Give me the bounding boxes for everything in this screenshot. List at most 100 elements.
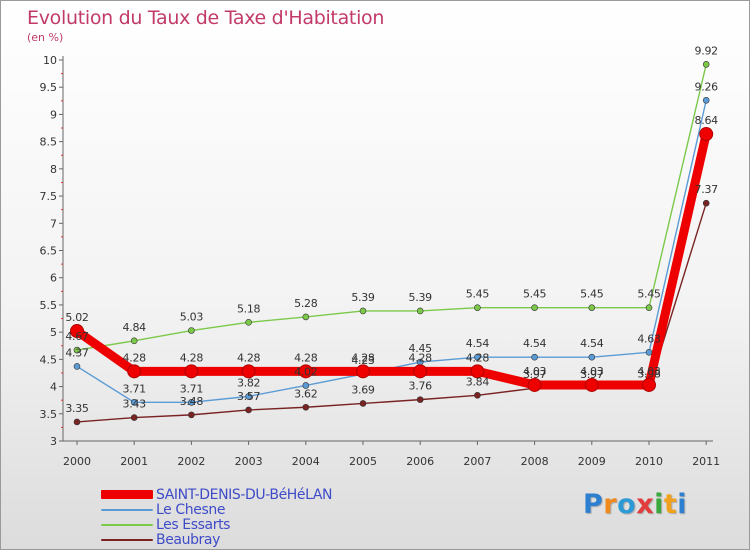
- data-point: [73, 363, 81, 370]
- legend-item-les-essarts: Les Essarts: [101, 517, 332, 533]
- y-tick-label: 3.5: [40, 408, 58, 421]
- data-point: [298, 364, 313, 379]
- data-point: [699, 127, 714, 142]
- data-label: 4.28: [351, 351, 375, 364]
- data-point: [73, 346, 81, 354]
- y-tick-label: 6: [50, 272, 57, 285]
- data-point: [702, 96, 710, 104]
- legend-label-beaubray: Beaubray: [156, 531, 220, 548]
- x-tick-label: 2004: [292, 455, 320, 468]
- data-point: [702, 199, 710, 207]
- x-tick-label: 2010: [635, 455, 663, 468]
- y-tick-label: 5: [50, 326, 57, 339]
- y-tick-label: 6.5: [40, 245, 58, 258]
- y-tick-label: 5.5: [40, 299, 58, 312]
- y-tick-label: 9: [50, 108, 57, 121]
- series-line-2: [76, 63, 707, 351]
- series-line-1: [76, 99, 707, 404]
- y-tick-label: 8.5: [40, 136, 58, 149]
- y-tick-label: 7: [50, 217, 57, 230]
- data-point: [588, 353, 596, 361]
- data-label: 5.45: [580, 288, 604, 301]
- legend-item-le-chesne: Le Chesne: [101, 501, 332, 518]
- y-tick-label: 9.5: [40, 81, 58, 94]
- x-tick-label: 2005: [349, 455, 377, 468]
- data-point: [70, 324, 84, 339]
- data-label: 4.02: [294, 365, 317, 378]
- data-label: 5.03: [180, 311, 204, 324]
- y-tick-label: 4.5: [40, 353, 58, 366]
- data-point: [302, 382, 310, 389]
- x-tick-label: 2001: [120, 455, 148, 468]
- data-label: 5.02: [65, 311, 88, 324]
- legend-swatch-le-chesne: [101, 508, 153, 511]
- data-label: 3.97: [523, 368, 547, 381]
- data-label: 4.63: [637, 332, 661, 345]
- y-tick-label: 4: [50, 381, 57, 394]
- data-label: 3.97: [580, 368, 604, 381]
- proxiti-logo: Proxiti: [583, 489, 688, 520]
- data-label: 4.23: [351, 354, 375, 367]
- data-label: 4.28: [237, 351, 261, 364]
- data-point: [302, 313, 310, 321]
- x-tick-label: 2008: [521, 455, 549, 468]
- x-tick-label: 2000: [63, 455, 91, 468]
- data-label: 3.35: [65, 402, 89, 415]
- legend-label-saint-denis: SAINT-DENIS-DU-BéHéLAN: [156, 486, 333, 503]
- data-label: 3.76: [409, 380, 433, 393]
- x-tick-label: 2006: [406, 455, 434, 468]
- data-point: [188, 399, 195, 406]
- x-tick-label: 2007: [463, 455, 491, 468]
- data-label: 4.28: [409, 351, 433, 364]
- data-label: 5.39: [351, 291, 375, 304]
- data-label: 4.45: [409, 342, 433, 355]
- chart-legend: SAINT-DENIS-DU-BéHéLAN Le Chesne Les Ess…: [101, 486, 333, 548]
- data-point: [130, 399, 138, 406]
- data-point: [188, 327, 195, 334]
- data-point: [584, 377, 599, 392]
- chart-unit: (en %): [27, 31, 64, 44]
- data-point: [73, 418, 81, 426]
- data-label: 3.62: [294, 387, 317, 400]
- data-label: 4.54: [580, 337, 604, 350]
- legend-swatch-beaubray: [101, 538, 153, 541]
- data-point: [531, 353, 538, 361]
- data-point: [474, 304, 481, 311]
- data-point: [416, 396, 424, 403]
- data-point: [702, 61, 710, 68]
- data-point: [127, 364, 142, 379]
- data-label: 4.84: [123, 321, 147, 334]
- data-label: 4.03: [523, 365, 547, 378]
- legend-label-le-chesne: Le Chesne: [156, 501, 226, 518]
- data-label: 5.45: [466, 288, 490, 301]
- data-point: [474, 353, 481, 361]
- data-label: 5.18: [237, 302, 261, 315]
- data-point: [531, 304, 538, 311]
- data-point: [588, 304, 596, 311]
- x-tick-label: 2011: [692, 455, 720, 468]
- data-label: 3.82: [237, 376, 260, 389]
- data-label: 5.28: [294, 297, 318, 310]
- data-label: 3.71: [123, 382, 146, 395]
- data-point: [245, 319, 252, 326]
- data-point: [474, 391, 481, 399]
- data-label: 9.92: [695, 44, 718, 57]
- x-tick-label: 2002: [177, 455, 205, 468]
- x-tick-label: 2009: [578, 455, 606, 468]
- data-label: 4.03: [580, 365, 604, 378]
- data-label: 3.48: [180, 395, 204, 408]
- data-label: 4.28: [466, 351, 490, 364]
- data-label: 4.03: [637, 365, 661, 378]
- data-label: 3.71: [180, 382, 203, 395]
- data-point: [527, 377, 542, 392]
- data-label: 4.67: [65, 330, 89, 343]
- data-point: [642, 377, 656, 392]
- data-label: 8.64: [695, 114, 719, 127]
- data-point: [245, 393, 252, 400]
- x-tick-label: 2003: [235, 455, 263, 468]
- data-point: [130, 337, 138, 345]
- data-label: 5.39: [409, 291, 433, 304]
- legend-item-beaubray: Beaubray: [101, 531, 332, 548]
